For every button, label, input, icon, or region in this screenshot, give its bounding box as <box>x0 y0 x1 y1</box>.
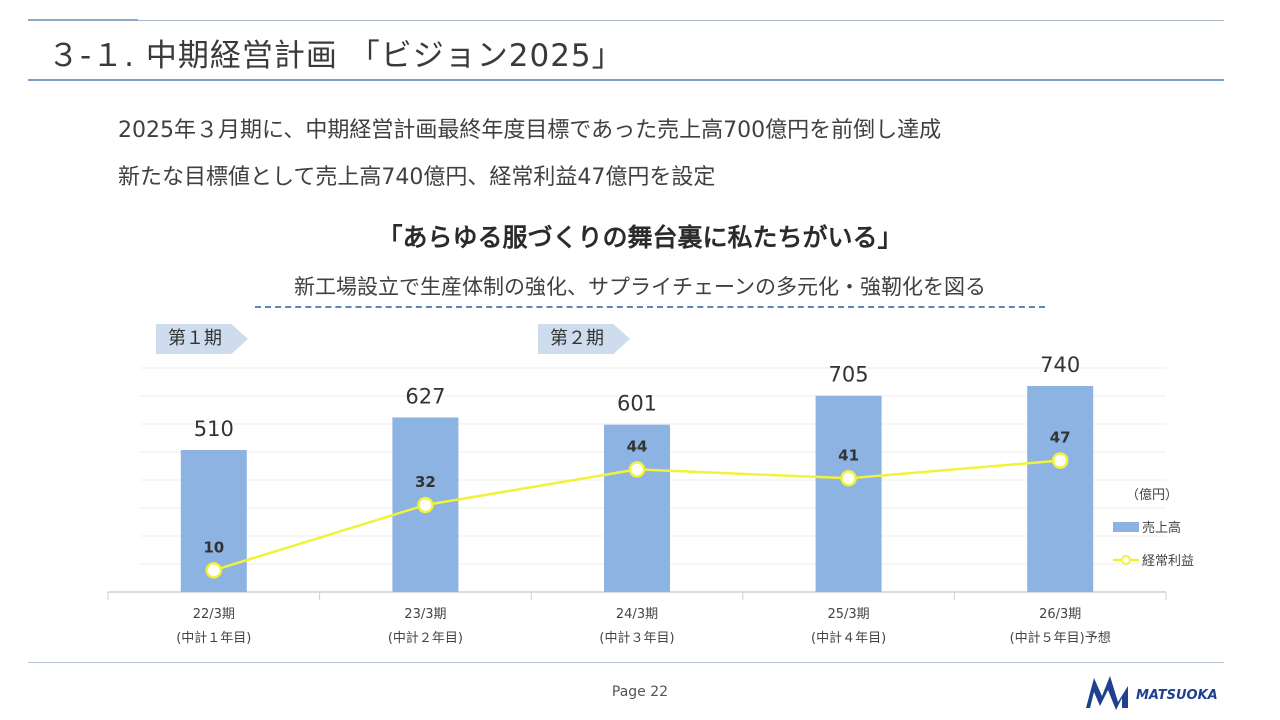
profit-line <box>213 459 1061 572</box>
summary-line-2: 新たな目標値として売上高740億円、経常利益47億円を設定 <box>118 165 716 190</box>
x-tick-label: 22/3期 <box>193 607 235 622</box>
x-tick-label: 25/3期 <box>827 607 869 622</box>
page-number: Page 22 <box>611 684 669 700</box>
profit-value-label: 10 <box>203 538 224 556</box>
sales-value-label: 601 <box>617 392 657 416</box>
top-rule-accent <box>28 19 138 21</box>
legend-swatch-sales <box>1113 522 1139 532</box>
unit-label: （億円） <box>1126 487 1178 503</box>
phase-2-label: 第２期 <box>538 324 630 354</box>
sales-value-label: 740 <box>1040 353 1080 377</box>
sales-value-label: 705 <box>829 363 869 387</box>
sales-value-label: 510 <box>194 417 234 441</box>
legend-swatch-profit-marker <box>1121 555 1131 565</box>
profit-marker <box>205 562 223 579</box>
profit-value-label: 32 <box>415 473 436 491</box>
sales-value-label: 627 <box>405 384 445 408</box>
x-tick-label: 26/3期 <box>1039 607 1081 622</box>
profit-value-label: 44 <box>627 437 648 455</box>
sales-bar <box>604 424 670 592</box>
logo-mark-icon <box>1086 676 1128 710</box>
x-tick-sublabel: (中計１年目) <box>176 630 251 646</box>
x-tick-sublabel: (中計３年目) <box>599 630 674 646</box>
sales-bar <box>815 395 882 592</box>
sales-bar <box>1027 386 1094 592</box>
slide-title: ３-１. 中期経営計画 「ビジョン2025」 <box>48 38 624 74</box>
profit-marker <box>628 461 646 478</box>
sales-bar <box>392 417 459 592</box>
x-tick-sublabel: (中計２年目) <box>388 630 463 646</box>
logo-text: MATSUOKA <box>1136 688 1218 703</box>
sales-bar <box>180 450 247 592</box>
matsuoka-logo: MATSUOKA <box>1086 676 1218 710</box>
profit-value-label: 47 <box>1050 429 1071 447</box>
bottom-rule <box>28 662 1224 663</box>
x-tick-label: 23/3期 <box>404 607 446 622</box>
x-tick-label: 24/3期 <box>616 607 658 622</box>
x-tick-sublabel: (中計５年目)予想 <box>1010 630 1111 646</box>
phase-1-label: 第１期 <box>156 324 248 354</box>
sub-slogan: 新工場設立で生産体制の強化、サプライチェーンの多元化・強靭化を図る <box>294 275 986 299</box>
profit-marker <box>1051 452 1069 469</box>
summary-line-1: 2025年３月期に、中期経営計画最終年度目標であった売上高700億円を前倒し達成 <box>118 118 942 143</box>
profit-marker <box>840 470 857 487</box>
x-tick-sublabel: (中計４年目) <box>811 630 886 646</box>
profit-value-label: 41 <box>838 446 859 464</box>
top-rule <box>28 20 1224 21</box>
dashed-underline <box>255 306 1045 308</box>
slogan: 「あらゆる服づくりの舞台裏に私たちがいる」 <box>377 223 903 252</box>
legend-label-sales: 売上高 <box>1142 520 1181 536</box>
profit-marker <box>417 496 434 514</box>
title-rule <box>28 79 1224 81</box>
legend-label-profit: 経常利益 <box>1142 554 1194 569</box>
